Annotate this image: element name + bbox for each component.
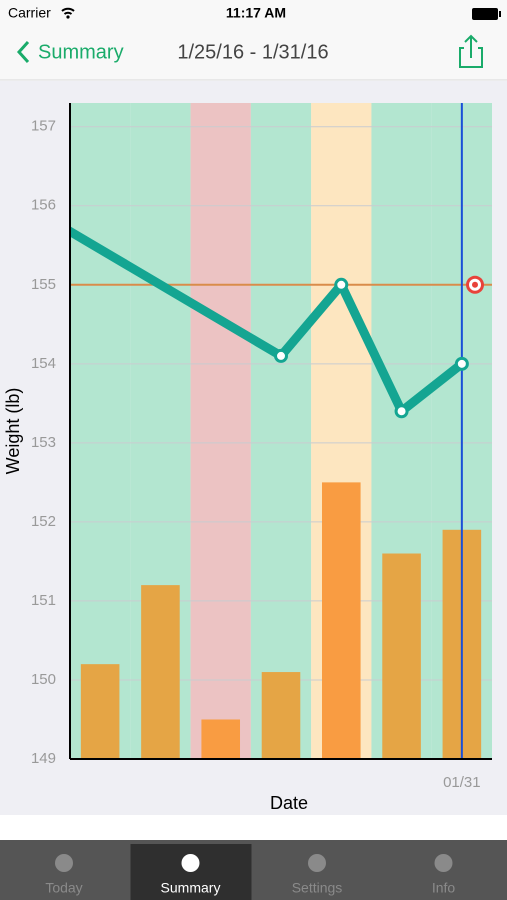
plot: 149 150 151 152 153 154 155 156 157 01/31 Weight (… [3,103,492,813]
nav-title: 1/25/16 - 1/31/16 [177,41,328,63]
y-axis-title: Weight (lb) [3,388,23,475]
bar [141,585,180,759]
tab-icon[interactable] [434,854,453,872]
weight-point [394,404,409,419]
y-tick-label: 157 [31,118,56,135]
weight-point [334,277,349,292]
x-tick-label: 01/31 [443,774,481,791]
clock: 11:17 AM [226,5,286,21]
tab-icon[interactable] [308,854,326,872]
y-tick-label: 150 [31,671,56,688]
weight-point [274,348,288,363]
tab-label[interactable]: Settings [292,880,343,896]
wifi-icon [61,7,75,15]
battery-tip [499,11,501,17]
share-button[interactable] [459,34,483,68]
plot-clip [70,103,492,759]
target-icon [472,281,478,288]
header-bg [0,0,507,80]
bar [321,482,361,759]
back-button[interactable]: Summary [38,41,124,63]
tab-selected-bg [130,844,252,900]
battery [472,8,498,20]
tab-label[interactable]: Summary [161,880,221,896]
y-tick-label: 155 [31,276,56,293]
bar [201,719,241,759]
tab-label[interactable]: Today [45,880,82,896]
y-tick-label: 149 [31,750,56,767]
bar [261,672,301,759]
wifi-dot [66,15,70,19]
back-chevron[interactable] [16,40,30,64]
bar [80,664,120,759]
tab-bar [0,840,507,900]
tab-label[interactable]: Info [432,880,456,896]
weight-point [454,356,469,371]
y-tick-label: 152 [31,513,56,530]
x-axis-title: Date [270,793,308,813]
day-band [70,103,131,759]
tab-icon[interactable] [181,854,200,872]
tab-icon[interactable] [55,854,73,872]
day-band [250,103,312,759]
y-tick-label: 153 [31,434,56,451]
day-band [190,103,251,759]
y-tick-label: 154 [31,355,56,372]
y-tick-label: 151 [31,592,56,609]
carrier: Carrier [8,5,51,21]
bar [382,553,421,759]
y-tick-label: 156 [31,197,56,214]
tabs: Today Summary Settings Info [45,844,455,900]
